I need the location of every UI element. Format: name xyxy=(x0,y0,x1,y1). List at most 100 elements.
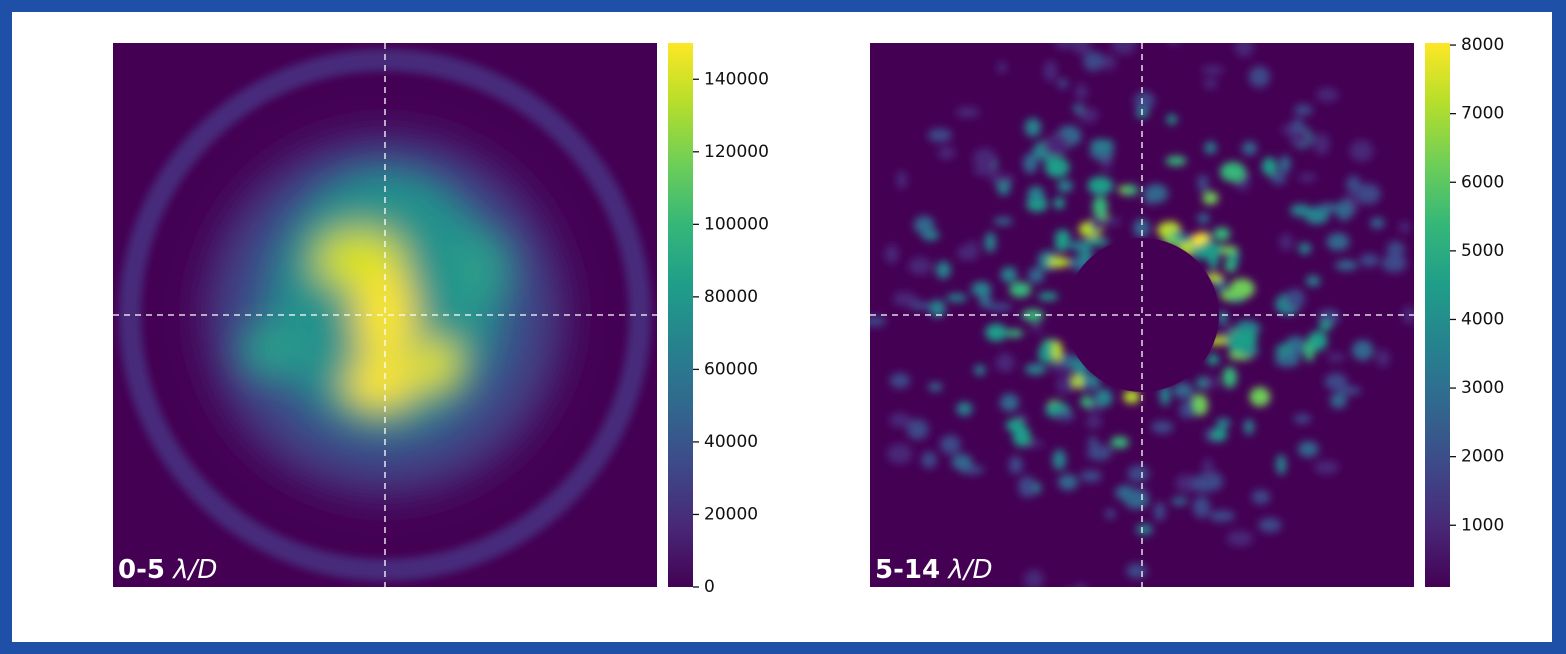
colorbar-tick-label: 120000 xyxy=(704,142,769,162)
speckle xyxy=(1226,530,1253,547)
speckle xyxy=(1080,395,1093,408)
speckle xyxy=(906,419,929,440)
colorbar-tick-label: 4000 xyxy=(1461,309,1504,329)
speckle xyxy=(1171,497,1189,506)
colorbar-tick-label: 2000 xyxy=(1461,447,1504,467)
speckle xyxy=(1023,569,1045,587)
speckle xyxy=(1235,329,1258,351)
speckle xyxy=(1258,517,1282,533)
speckle xyxy=(1204,141,1217,155)
speckle xyxy=(1092,196,1108,217)
speckle xyxy=(1286,288,1305,309)
speckle xyxy=(1071,43,1091,55)
panel-label: 0-5 λ/D xyxy=(118,555,217,585)
speckle xyxy=(987,302,1012,312)
speckle xyxy=(1203,78,1218,89)
speckle xyxy=(1168,43,1179,45)
colorbar xyxy=(668,43,693,587)
colorbar-tick-label: 7000 xyxy=(1461,104,1504,124)
speckle xyxy=(937,146,956,160)
speckle xyxy=(1197,213,1210,225)
speckle xyxy=(1075,582,1087,587)
speckle xyxy=(1249,387,1271,407)
speckle xyxy=(984,232,997,253)
speckle xyxy=(1242,141,1258,156)
speckle xyxy=(1319,321,1333,331)
speckle xyxy=(939,435,961,455)
speckle xyxy=(1075,83,1088,101)
speckle xyxy=(1154,502,1166,521)
speckle xyxy=(1359,253,1380,267)
speckle xyxy=(985,323,1008,342)
speckle xyxy=(884,244,899,264)
speckle xyxy=(1317,309,1340,325)
speckle xyxy=(1087,436,1099,448)
speckle xyxy=(1087,444,1113,461)
speckle xyxy=(1136,523,1153,536)
speckle xyxy=(1213,227,1231,241)
speckle xyxy=(1084,237,1110,246)
speckle xyxy=(1028,267,1045,284)
speckle xyxy=(1279,233,1293,251)
speckle xyxy=(1057,474,1079,491)
speckle xyxy=(1012,425,1031,448)
speckle xyxy=(1351,339,1374,361)
speckle xyxy=(1326,232,1350,251)
speckle xyxy=(1057,179,1073,193)
speckle xyxy=(1349,140,1374,162)
colorbar-tick-label: 0 xyxy=(704,577,715,597)
speckle xyxy=(1101,217,1122,226)
speckle xyxy=(1179,401,1195,419)
speckle xyxy=(870,316,887,327)
speckle xyxy=(1115,485,1136,501)
speckle xyxy=(1018,475,1036,498)
speckle xyxy=(956,401,973,416)
speckle xyxy=(1123,390,1141,404)
speckle xyxy=(1094,388,1113,408)
speckle xyxy=(1304,340,1315,362)
speckle xyxy=(1207,354,1220,366)
speckle xyxy=(1201,65,1225,75)
speckle xyxy=(927,128,952,143)
speckle xyxy=(996,62,1007,74)
speckle xyxy=(1202,458,1213,478)
speckle xyxy=(1202,191,1219,205)
speckle xyxy=(889,373,910,389)
speckle xyxy=(1143,183,1169,204)
speckle xyxy=(1381,254,1407,273)
speckle xyxy=(1197,241,1222,260)
speckle xyxy=(999,393,1020,412)
speckle xyxy=(1052,449,1067,471)
speckle xyxy=(1398,221,1411,234)
speckle xyxy=(1044,156,1070,178)
speckle xyxy=(1229,278,1255,299)
speckle xyxy=(1151,420,1174,434)
speckle xyxy=(1290,203,1311,217)
speckle xyxy=(1192,496,1211,519)
speckle xyxy=(1339,385,1361,396)
speckle xyxy=(1370,217,1385,229)
speckle xyxy=(1080,382,1095,392)
speckle xyxy=(1024,363,1047,375)
speckle xyxy=(887,443,913,465)
speckle xyxy=(1110,436,1129,449)
speckle xyxy=(1031,323,1042,333)
speckle xyxy=(929,299,946,318)
speckle xyxy=(978,293,992,309)
speckle xyxy=(1356,183,1381,205)
speckle xyxy=(1345,175,1362,194)
speckle xyxy=(1165,156,1187,166)
speckle xyxy=(1220,161,1246,182)
speckle xyxy=(1191,474,1216,493)
speckle xyxy=(935,261,951,279)
speckle xyxy=(913,215,935,235)
crosshairs xyxy=(113,43,1414,587)
speckle xyxy=(1251,489,1271,505)
speckle xyxy=(1101,54,1117,71)
colorbar-tick-label: 20000 xyxy=(704,504,758,524)
speckle xyxy=(1127,465,1150,483)
speckle xyxy=(1024,439,1044,448)
speckle xyxy=(1134,91,1155,110)
speckle xyxy=(1005,329,1024,338)
speckle xyxy=(1197,174,1209,192)
